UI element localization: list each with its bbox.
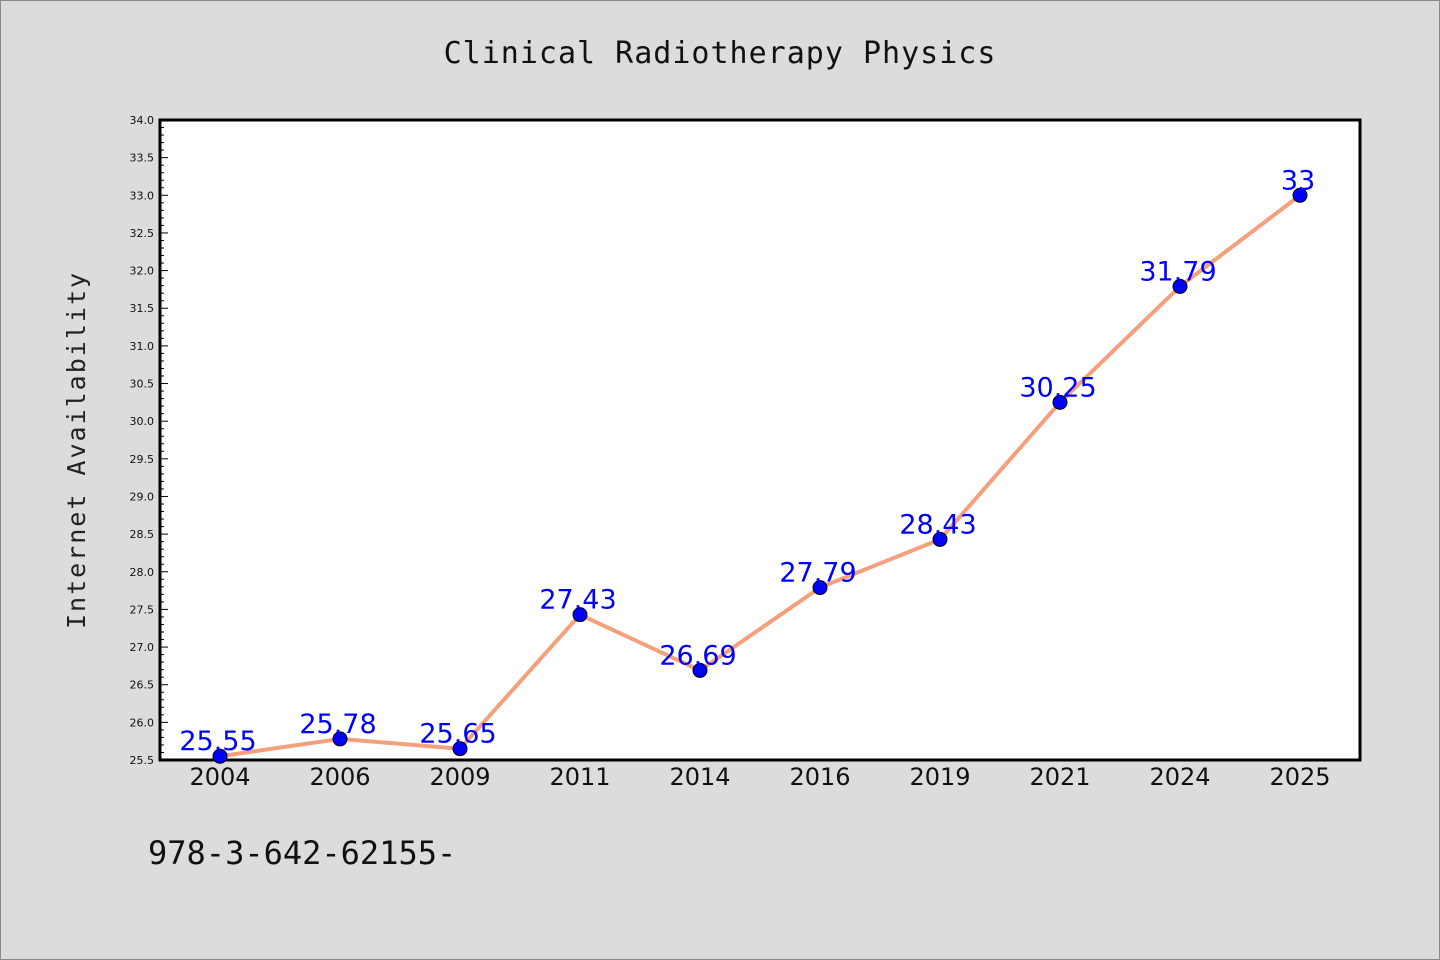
chart-title: Clinical Radiotherapy Physics — [444, 36, 997, 71]
data-label: 25.65 — [419, 719, 496, 750]
plot-area — [158, 118, 1362, 762]
data-point[interactable] — [692, 662, 708, 678]
x-tick-label: 2004 — [189, 763, 250, 791]
x-tick-label: 2025 — [1269, 763, 1330, 791]
data-label: 25.55 — [179, 726, 256, 757]
x-tick-label: 2011 — [549, 763, 610, 791]
x-axis-ticks: 2004 2006 2009 2011 2014 2016 2019 2021 2024 2025 — [189, 763, 1330, 791]
y-tick-label: 28.5 — [130, 528, 155, 541]
x-tick-label: 2019 — [909, 763, 970, 791]
data-label: 27.43 — [539, 585, 616, 616]
data-point[interactable] — [812, 580, 828, 596]
data-label: 28.43 — [899, 509, 976, 540]
y-axis-label: Internet Availability — [62, 271, 91, 629]
y-axis-ticks: 25.5 26.0 26.5 27.0 27.5 28.0 28.5 29.0 29.5 30.0… — [130, 114, 168, 767]
data-point[interactable] — [1052, 394, 1068, 410]
x-tick-label: 2014 — [669, 763, 730, 791]
y-tick-label: 30.0 — [130, 415, 155, 428]
data-label: 26.69 — [659, 640, 736, 671]
data-point[interactable] — [332, 731, 348, 747]
x-tick-label: 2016 — [789, 763, 850, 791]
data-label: 31.79 — [1139, 256, 1216, 287]
y-tick-label: 31.5 — [130, 302, 155, 315]
y-tick-label: 30.5 — [130, 378, 155, 391]
series-line-group — [219, 193, 1302, 759]
y-tick-label: 34.0 — [130, 114, 155, 127]
series-line — [219, 193, 1302, 759]
data-point[interactable] — [1292, 187, 1308, 203]
y-tick-label: 29.0 — [130, 490, 155, 503]
data-label: 30.25 — [1019, 372, 1096, 403]
y-tick-label: 27.0 — [130, 641, 155, 654]
data-label: 27.79 — [779, 558, 856, 589]
y-tick-label: 33.0 — [130, 189, 155, 202]
data-points — [212, 187, 1308, 764]
x-tick-label: 2009 — [429, 763, 490, 791]
y-tick-label: 29.5 — [130, 453, 155, 466]
x-tick-label: 2024 — [1149, 763, 1210, 791]
y-tick-label: 31.0 — [130, 340, 155, 353]
y-tick-label: 26.0 — [130, 716, 155, 729]
data-point[interactable] — [1172, 278, 1188, 294]
data-label: 33 — [1281, 165, 1315, 196]
y-tick-label: 33.5 — [130, 152, 155, 165]
data-point[interactable] — [572, 607, 588, 623]
y-tick-label: 28.0 — [130, 566, 155, 579]
data-point[interactable] — [452, 741, 468, 757]
y-tick-label: 32.0 — [130, 265, 155, 278]
data-point[interactable] — [212, 748, 228, 764]
data-labels: 25.55 25.78 25.65 27.43 26.69 27.79 28.43 30.25… — [179, 165, 1315, 757]
footer-code: 978-3-642-62155- — [148, 834, 456, 872]
data-label: 25.78 — [299, 709, 376, 740]
data-point[interactable] — [932, 531, 948, 547]
x-tick-label: 2021 — [1029, 763, 1090, 791]
y-tick-label: 32.5 — [130, 227, 155, 240]
y-tick-label: 27.5 — [130, 603, 155, 616]
y-tick-label: 25.5 — [130, 754, 155, 767]
y-tick-label: 26.5 — [130, 679, 155, 692]
x-tick-label: 2006 — [309, 763, 370, 791]
